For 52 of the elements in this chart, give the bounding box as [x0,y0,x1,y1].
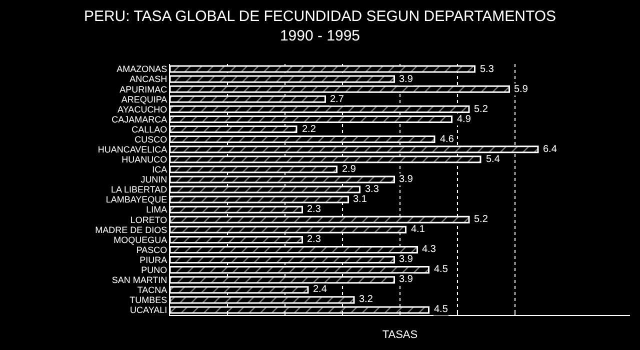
x-axis-title: TASAS [382,329,418,342]
y-tick-label: LAMBAYEQUE [106,194,168,205]
data-label: 5.2 [474,214,488,225]
y-tick-label: AREQUIPA [121,94,168,104]
y-tick-label: LIMA [146,204,168,215]
y-tick-label: TACNA [137,285,168,296]
data-label: 2.2 [302,124,316,135]
data-label: 2.4 [313,284,328,295]
data-label: 4.1 [411,224,426,235]
data-label: 4.5 [434,264,448,275]
y-tick-label: PASCO [136,244,168,255]
data-label: 2.3 [307,204,322,215]
data-label: 4.6 [440,134,454,145]
y-tick-label: PUNO [141,264,168,275]
data-label: 3.9 [399,274,414,285]
y-tick-label: HUANCAVELICA [98,144,168,154]
y-tick-label: LA LIBERTAD [110,184,168,195]
data-label: 3.9 [399,74,414,85]
chart-title: PERU: TASA GLOBAL DE FECUNDIDAD SEGUN DEPARTAMENTOS 1990 - 1995 [84,8,556,44]
data-label: 4.9 [457,114,472,125]
y-tick-label: UCAYALI [130,305,168,316]
y-tick-label: ANCASH [130,74,168,84]
data-label: 3.1 [353,194,368,205]
y-tick-label: CALLAO [132,124,168,134]
data-label: 4.5 [434,304,448,315]
data-label: 5.3 [480,64,494,75]
y-tick-label: CAJAMARCA [112,114,168,124]
data-label: 2.3 [307,234,322,245]
y-tick-label: TUMBES [130,295,168,306]
y-tick-label: PIURA [140,254,168,265]
y-tick-label: AYACUCHO [118,104,168,114]
data-label: 4.3 [422,244,436,255]
data-label: 3.3 [365,184,380,195]
data-label: 2.9 [342,164,356,175]
data-label: 3.9 [399,174,414,185]
y-tick-label: HUANUCO [122,154,168,165]
y-tick-label: CUSCO [134,134,168,144]
y-tick-label: AMAZONAS [116,64,168,74]
data-label: 2.7 [330,94,344,105]
y-tick-label: JUNIN [140,174,168,185]
data-label: 5.9 [514,84,528,95]
y-tick-label: MADRE DE DIOS [95,224,168,235]
data-label: 3.2 [359,294,374,305]
y-tick-label: MOQUEGUA [114,234,168,245]
y-tick-label: APURIMAC [120,84,168,94]
data-label: 3.9 [399,254,414,265]
y-tick-label: SAN MARTIN [112,275,168,286]
y-tick-label: LORETO [130,214,168,225]
data-label: 5.2 [474,104,488,115]
y-tick-label: ICA [152,164,168,175]
data-label: 5.4 [486,154,500,165]
data-label: 6.4 [543,144,558,155]
